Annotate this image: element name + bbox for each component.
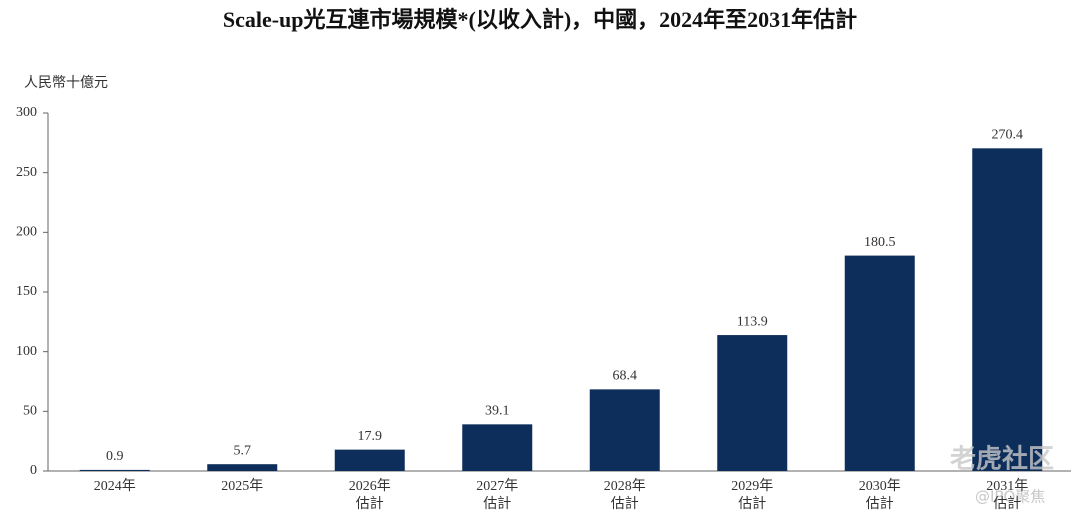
x-tick-label: 2027年 估計 bbox=[476, 479, 519, 512]
value-label: 39.1 bbox=[485, 404, 510, 419]
x-tick-label: 2029年 估計 bbox=[731, 479, 774, 512]
bar bbox=[972, 148, 1043, 471]
value-label: 0.9 bbox=[106, 449, 124, 464]
x-tick-label: 2031年 估計 bbox=[986, 479, 1029, 512]
value-label: 270.4 bbox=[992, 128, 1024, 143]
y-tick-label: 150 bbox=[16, 284, 37, 299]
bar bbox=[334, 449, 405, 471]
value-label: 5.7 bbox=[234, 443, 252, 458]
value-label: 68.4 bbox=[613, 369, 638, 384]
watermark: 老虎社区 bbox=[950, 444, 1054, 475]
y-tick-label: 250 bbox=[16, 165, 37, 180]
y-tick-label: 0 bbox=[30, 463, 37, 478]
y-tick-label: 100 bbox=[16, 344, 37, 359]
y-tick-label: 50 bbox=[23, 404, 37, 419]
x-tick-label: 2028年 估計 bbox=[603, 479, 646, 512]
value-label: 113.9 bbox=[737, 314, 768, 329]
bar bbox=[844, 255, 915, 471]
y-tick-label: 200 bbox=[16, 225, 37, 240]
value-label: 17.9 bbox=[358, 429, 383, 444]
x-tick-label: 2024年 bbox=[93, 479, 136, 494]
x-tick-label: 2030年 估計 bbox=[858, 479, 901, 512]
bar bbox=[717, 335, 788, 471]
x-tick-label: 2026年 估計 bbox=[348, 479, 391, 512]
x-tick-label: 2025年 bbox=[221, 479, 264, 494]
bar bbox=[79, 469, 150, 471]
bar bbox=[462, 424, 533, 471]
y-axis-label: 人民幣十億元 bbox=[24, 75, 108, 91]
value-label: 180.5 bbox=[864, 235, 896, 250]
chart-title: Scale-up光互連市場規模*(以收入計)，中國，2024年至2031年估計 bbox=[223, 7, 857, 32]
y-tick-label: 300 bbox=[16, 105, 37, 120]
watermark: @IPO聚焦 bbox=[975, 488, 1045, 506]
bar bbox=[207, 464, 278, 471]
bar bbox=[589, 389, 660, 471]
